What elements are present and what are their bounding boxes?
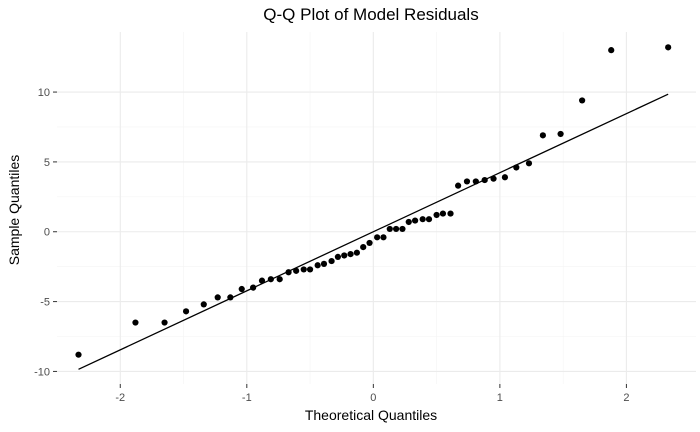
data-point [293,267,300,274]
data-point [214,294,221,301]
data-point [75,351,82,358]
x-axis-title: Theoretical Quantiles [305,407,437,423]
data-point [360,244,367,251]
data-point [258,277,266,284]
data-point [366,239,373,247]
data-point [447,210,454,217]
data-point [320,260,328,267]
data-point [399,225,406,233]
x-axis-ticks: -2 -1 0 1 2 [115,384,629,404]
data-point [200,301,207,308]
y-tick-label: 10 [38,87,50,99]
data-point [285,269,292,276]
data-point [433,211,440,219]
data-point [525,160,533,167]
data-point [539,132,546,139]
data-point [161,319,168,326]
data-point [665,44,672,51]
x-tick-label: 2 [623,392,629,404]
y-tick-label: -5 [40,297,50,309]
data-point [579,97,586,104]
data-point [353,249,360,256]
data-point [481,176,488,184]
data-point [238,285,245,293]
data-point [405,218,412,226]
x-tick-label: -2 [115,392,125,404]
data-point [513,164,520,171]
data-point [386,225,393,233]
x-tick-label: 1 [497,392,503,404]
data-points [75,44,672,358]
major-gridlines [57,32,696,384]
y-axis-ticks: -10 -5 0 5 10 [34,87,57,378]
data-point [341,252,348,259]
data-point [380,234,387,241]
data-point [276,276,283,283]
data-point [250,284,257,291]
data-point [267,276,274,283]
data-point [306,266,314,273]
x-tick-label: 0 [370,392,376,404]
data-point [334,253,342,260]
data-point [463,178,471,185]
data-point [314,262,321,269]
data-point [455,182,462,189]
data-point [608,47,615,54]
y-tick-label: 0 [44,227,50,239]
data-point [557,130,564,138]
data-point [182,308,190,315]
data-point [328,257,335,265]
y-tick-label: 5 [44,157,50,169]
data-point [419,216,426,223]
data-point [227,294,234,301]
data-point [347,250,354,258]
data-point [393,225,400,233]
y-axis-title: Sample Quantiles [6,155,22,266]
data-point [374,234,381,241]
data-point [439,210,447,217]
x-tick-label: -1 [242,392,252,404]
reference-line [78,93,669,370]
data-point [132,319,139,326]
data-point [425,216,433,223]
data-point [411,217,419,224]
data-point [501,174,509,181]
reference-line-layer [78,93,669,370]
data-point [472,178,479,185]
data-point [490,175,497,182]
chart-title: Q-Q Plot of Model Residuals [263,5,478,24]
minor-gridlines [57,32,696,384]
y-tick-label: -10 [34,366,50,378]
data-point [300,266,307,273]
